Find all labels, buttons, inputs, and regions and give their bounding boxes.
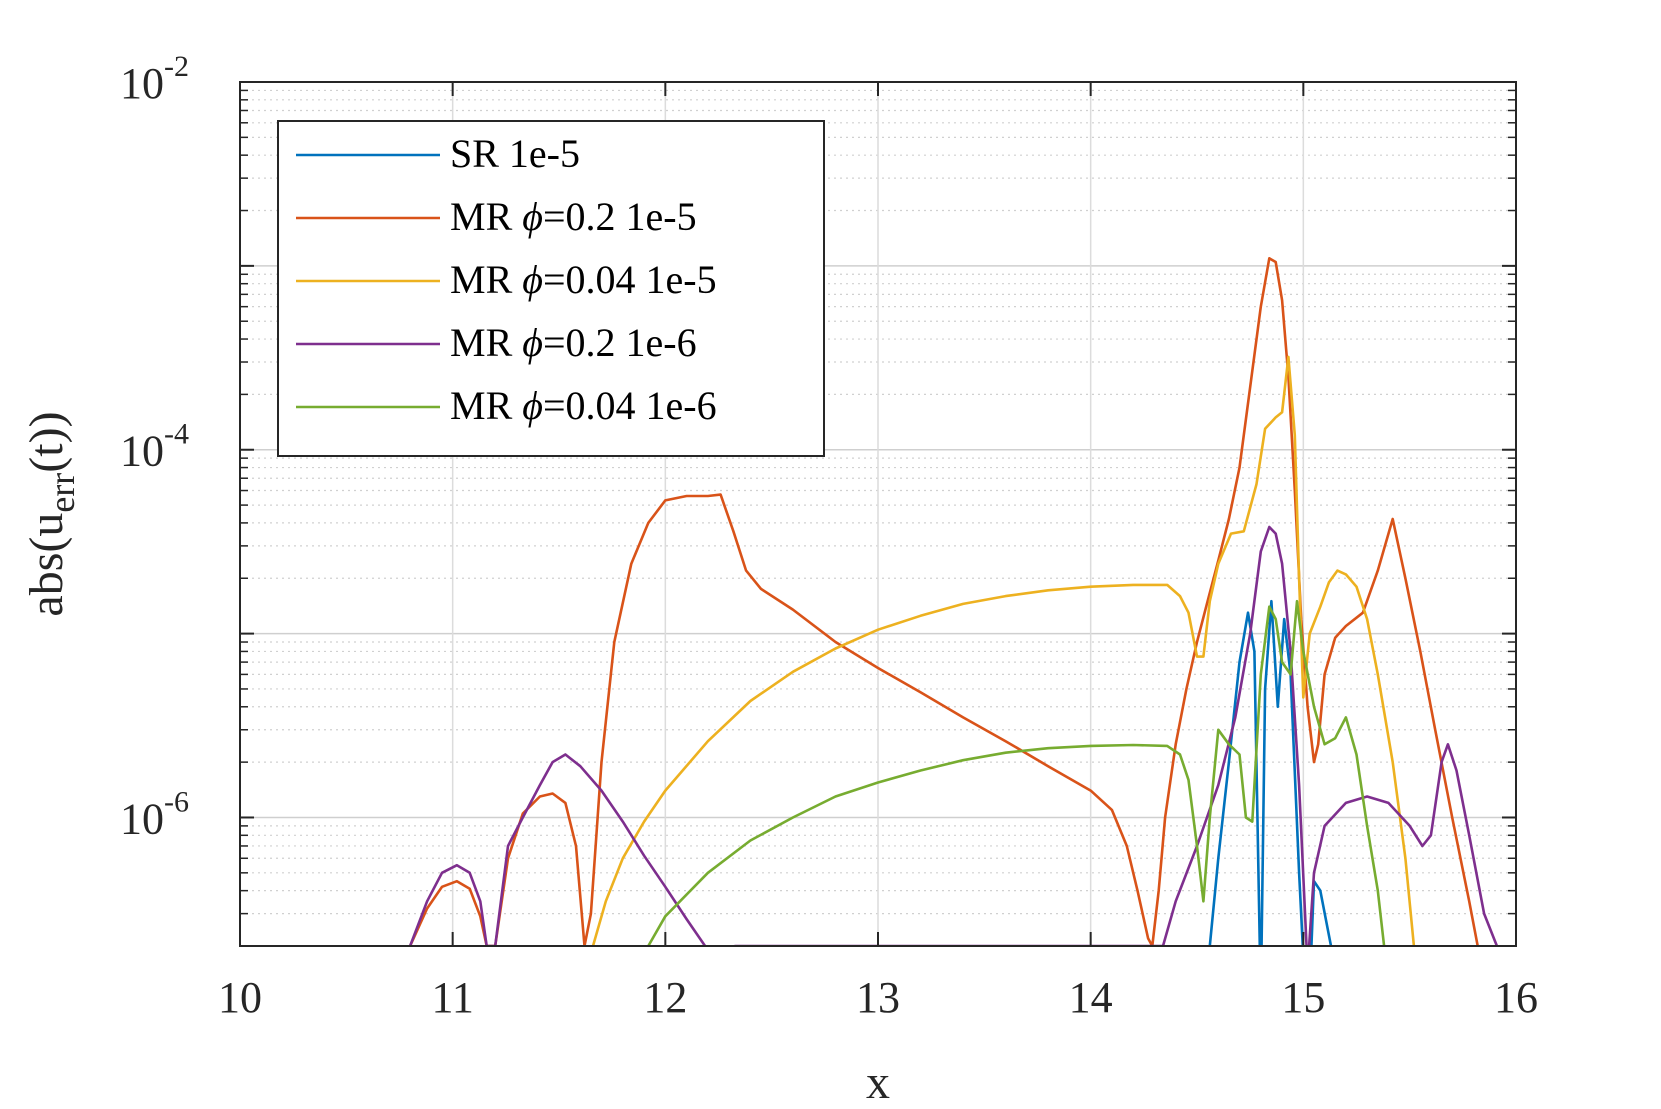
legend-label: MR ϕ=0.2 1e-6 bbox=[450, 320, 697, 365]
legend-label-part: ϕ bbox=[522, 257, 543, 302]
series-line-1 bbox=[1208, 599, 1333, 946]
y-axis-title-prefix: abs(u bbox=[20, 513, 73, 617]
y-tick-base: 10 bbox=[120, 59, 164, 108]
legend-label-part: =0.2 1e-5 bbox=[543, 194, 697, 239]
legend-label-part: ϕ bbox=[522, 383, 543, 428]
legend-label-part: SR 1e-5 bbox=[450, 131, 580, 176]
y-axis-title-subscript: err bbox=[42, 473, 82, 513]
legend-label-part: ϕ bbox=[522, 194, 543, 239]
x-tick-label: 16 bbox=[1494, 973, 1538, 1022]
legend-label: MR ϕ=0.04 1e-6 bbox=[450, 383, 717, 428]
legend-label-part: ϕ bbox=[522, 320, 543, 365]
series-line-4 bbox=[408, 525, 1499, 946]
legend-label-part: =0.04 1e-5 bbox=[543, 257, 717, 302]
legend-box bbox=[277, 120, 825, 457]
legend: SR 1e-5MR ϕ=0.2 1e-5MR ϕ=0.04 1e-5MR ϕ=0… bbox=[277, 120, 825, 457]
legend-label: SR 1e-5 bbox=[450, 131, 580, 176]
series-line-2 bbox=[408, 257, 1479, 946]
legend-label-part: MR bbox=[450, 194, 522, 239]
series-line-3 bbox=[591, 355, 1416, 946]
x-tick-label: 13 bbox=[856, 973, 900, 1022]
x-tick-label: 14 bbox=[1069, 973, 1113, 1022]
x-axis-title: x bbox=[866, 1056, 890, 1109]
legend-label-part: =0.2 1e-6 bbox=[543, 320, 697, 365]
y-tick-base: 10 bbox=[120, 427, 164, 476]
x-tick-label: 10 bbox=[218, 973, 262, 1022]
y-tick-exponent: -4 bbox=[164, 418, 189, 451]
y-axis-title-suffix: (t)) bbox=[20, 411, 73, 472]
legend-label-part: MR bbox=[450, 383, 522, 428]
y-tick-exponent: -2 bbox=[164, 50, 189, 83]
series-layer bbox=[408, 257, 1499, 946]
x-tick-label: 15 bbox=[1281, 973, 1325, 1022]
y-tick-label: 10-2 bbox=[120, 50, 189, 108]
legend-label: MR ϕ=0.04 1e-5 bbox=[450, 257, 717, 302]
legend-label: MR ϕ=0.2 1e-5 bbox=[450, 194, 697, 239]
x-tick-label: 11 bbox=[431, 973, 473, 1022]
y-axis-title: abs(uerr(t)) bbox=[20, 411, 82, 616]
y-tick-label: 10-6 bbox=[120, 785, 189, 843]
axes bbox=[239, 81, 1517, 947]
y-tick-labels: 10-610-410-2 bbox=[120, 50, 189, 843]
y-tick-base: 10 bbox=[120, 794, 164, 843]
legend-label-part: =0.04 1e-6 bbox=[543, 383, 717, 428]
x-tick-label: 12 bbox=[643, 973, 687, 1022]
legend-label-part: MR bbox=[450, 257, 522, 302]
y-tick-exponent: -6 bbox=[164, 785, 189, 818]
legend-label-part: MR bbox=[450, 320, 522, 365]
y-tick-label: 10-4 bbox=[120, 418, 189, 476]
x-tick-labels: 10 11 12 13 14 15 16 bbox=[218, 973, 1538, 1022]
axes-box bbox=[239, 81, 1517, 947]
series-line-5 bbox=[647, 599, 1386, 946]
